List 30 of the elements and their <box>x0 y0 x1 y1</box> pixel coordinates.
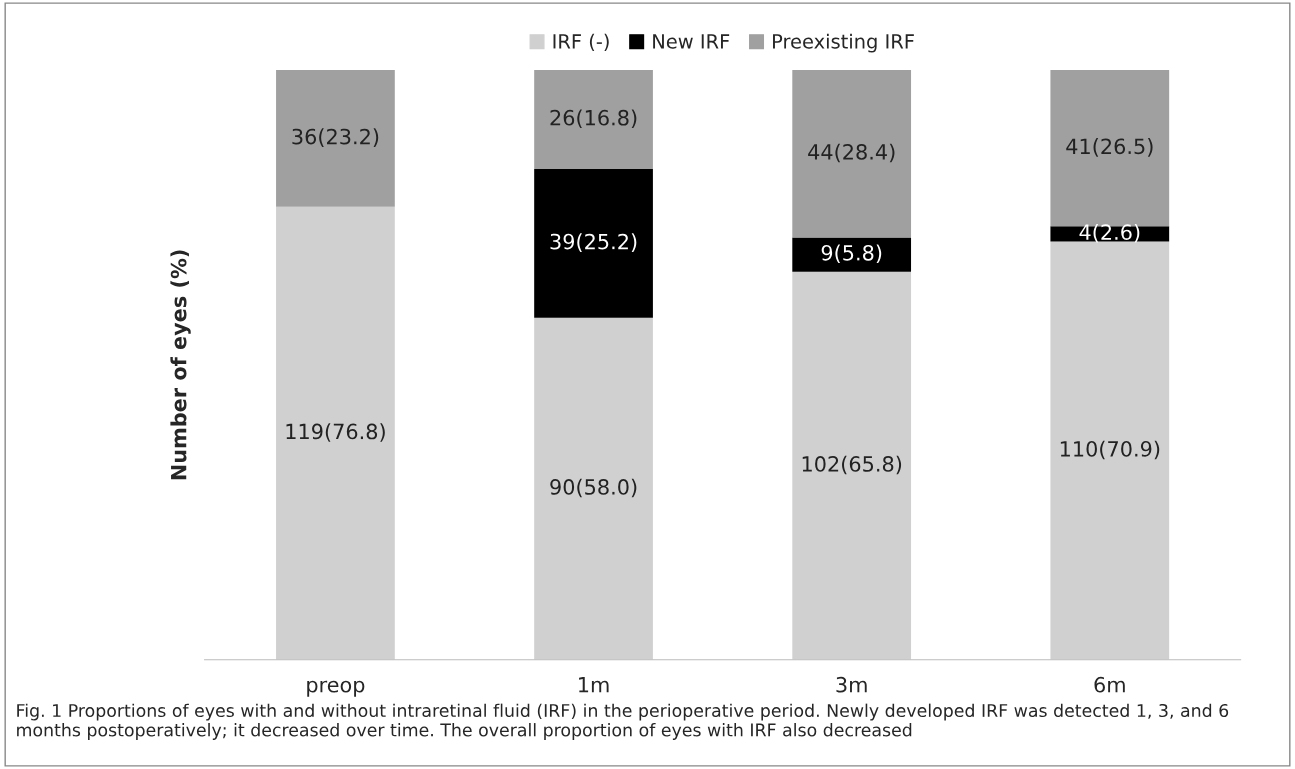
bar <box>534 169 653 318</box>
bar <box>276 206 395 660</box>
x-tick-label: 3m <box>836 676 867 693</box>
legend-label: New IRF <box>653 34 730 49</box>
data-label: 9(5.8) <box>821 244 882 264</box>
bar <box>1050 241 1170 660</box>
x-tick-label: 6m <box>1094 676 1125 693</box>
y-axis-title: Number of eyes (%) <box>170 250 191 480</box>
data-label: 102(65.8) <box>802 455 902 475</box>
data-label: 4(2.6) <box>1079 223 1140 243</box>
caption: Fig. 1 Proportions of eyes with and without intraretinal fluid (IRF) in the perioperative period. Newly developed IRF was detected 1, 3, and 6 months postoperatively; it decreased over time. The overall proportion of eyes with IRF also decreased <box>17 703 1229 740</box>
bar <box>792 271 912 660</box>
data-label: 36(23.2) <box>292 128 379 147</box>
bar <box>276 69 395 207</box>
data-label: 44(28.4) <box>808 143 895 163</box>
legend-label: Preexisting IRF <box>773 33 914 53</box>
data-label: 90(58.0) <box>550 478 637 498</box>
data-label: 119(76.8) <box>286 423 385 442</box>
data-label: 26(16.8) <box>550 109 637 129</box>
data-label: 110(70.9) <box>1060 440 1160 460</box>
bar <box>792 237 912 272</box>
data-label: 39(25.2) <box>550 233 637 252</box>
bar <box>534 69 653 170</box>
x-tick-label: preop <box>307 680 365 697</box>
data-label: 41(26.5) <box>1066 138 1153 157</box>
bar <box>792 69 912 238</box>
bar <box>534 317 653 660</box>
bar <box>1050 226 1170 242</box>
x-tick-label: 1m <box>579 677 609 693</box>
legend-label: IRF (-) <box>553 33 609 51</box>
